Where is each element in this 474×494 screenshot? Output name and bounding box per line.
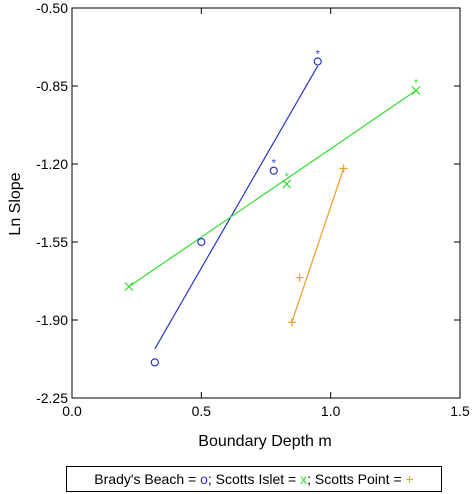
x-tick-label: 0.5 (192, 403, 212, 419)
fit-line-scotts-islet (128, 89, 417, 288)
legend-text-bradys-beach: Brady's Beach = (94, 471, 201, 487)
point-scotts-point (339, 164, 348, 173)
y-axis-title: Ln Slope (7, 172, 24, 235)
x-tick-label: 0.0 (62, 403, 82, 419)
legend-symbol-scotts-islet: x (300, 471, 308, 487)
legend: Brady's Beach = o ; Scotts Islet = x ; S… (66, 466, 442, 492)
data-points: * * * * (124, 48, 421, 367)
fit-line-brady-s-beach (154, 65, 319, 350)
x-axis-title: Boundary Depth m (198, 433, 331, 450)
point-brady-s-beach (197, 237, 206, 247)
y-tick-label: -2.25 (36, 390, 68, 406)
fit-lines (128, 65, 417, 350)
point-scotts-islet (282, 179, 292, 189)
point-scotts-islet (411, 86, 421, 95)
x-tick-label: 1.0 (321, 403, 341, 419)
y-tick-label: -0.85 (36, 78, 68, 94)
legend-text-scotts-point: ; Scotts Point = (307, 471, 406, 487)
y-tick-label: -1.90 (36, 312, 68, 328)
asterisk-label: * (316, 48, 321, 60)
asterisk-label: * (285, 171, 290, 183)
point-brady-s-beach (150, 358, 159, 367)
asterisk-label: * (272, 158, 277, 170)
plot-frame (71, 7, 461, 399)
point-brady-s-beach (269, 166, 278, 175)
point-scotts-islet (124, 282, 134, 291)
x-tick-label: 1.5 (450, 403, 470, 419)
legend-text-scotts-islet: ; Scotts Islet = (207, 471, 301, 487)
axes: 0.0 0.5 1.0 1.5 -0.50 -0.85 -1.20 -1.55 -1.90 -2.… (36, 0, 470, 419)
y-tick-label: -1.55 (36, 234, 68, 250)
legend-symbol-bradys-beach: o (200, 471, 208, 487)
point-brady-s-beach (313, 57, 322, 66)
legend-symbol-scotts-point: + (405, 471, 414, 487)
y-tick-label: -1.20 (36, 156, 68, 172)
point-scotts-point (287, 318, 296, 327)
asterisk-label: * (414, 77, 419, 89)
chart: 0.0 0.5 1.0 1.5 -0.50 -0.85 -1.20 -1.55 -1.90 -2.… (7, 0, 470, 450)
fit-line-scotts-point (291, 168, 345, 323)
y-tick-label: -0.50 (36, 0, 68, 16)
point-scotts-point (295, 273, 304, 282)
